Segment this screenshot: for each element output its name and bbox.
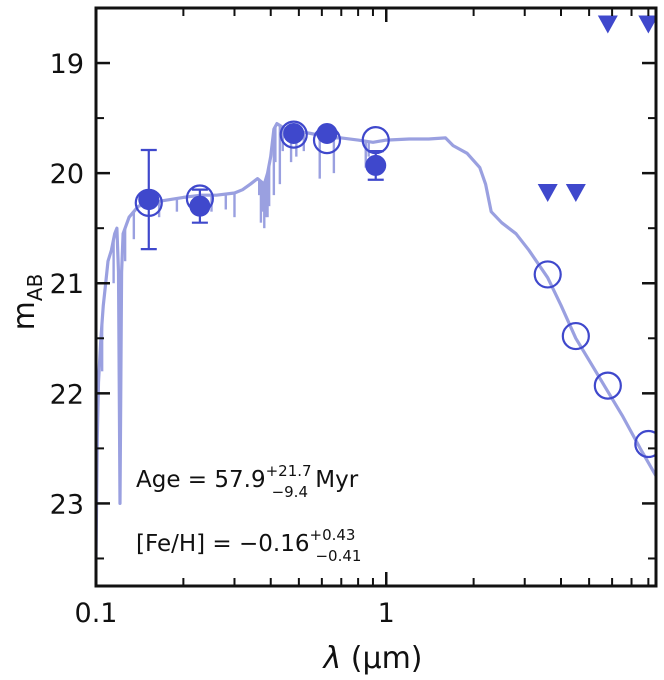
y-tick-label: 19 (50, 49, 84, 80)
model-photometry-point (561, 321, 590, 351)
observed-photometry-point (138, 189, 160, 211)
observed-photometry-point (316, 123, 338, 145)
plot-frame (94, 6, 658, 588)
photometry-layer (134, 15, 656, 459)
annotation-age: Age = 57.9+21.7 −9.4 Myr (136, 462, 359, 501)
upper-limit-marker (597, 15, 618, 34)
x-tick-label: 1 (378, 598, 395, 629)
y-axis-label: mAB (7, 274, 47, 331)
model-photometry-point (593, 371, 622, 400)
upper-limit-marker (565, 183, 586, 202)
model-photometry-point (279, 120, 308, 149)
model-photometry-point (533, 260, 562, 289)
y-tick-label: 23 (50, 489, 84, 520)
model-photometry-point (634, 429, 656, 459)
observed-photometry-point (189, 195, 211, 217)
x-tick-label: 0.1 (75, 598, 118, 629)
y-tick-label: 20 (50, 159, 84, 190)
observed-photometry-point (283, 123, 305, 145)
axis-ticks: 19 20 21 22 23 0.1 1 (50, 7, 656, 629)
x-axis-label: λ (μm) (321, 641, 422, 676)
upper-limit-marker (638, 15, 656, 34)
observed-photometry-point (365, 154, 387, 176)
y-tick-label: 22 (50, 379, 84, 410)
model-spectrum-layer (96, 122, 656, 559)
annotation-feh: [Fe/H] = −0.16+0.43 −0.41 (136, 526, 361, 565)
y-tick-label: 21 (50, 269, 84, 300)
upper-limit-marker (537, 183, 558, 202)
